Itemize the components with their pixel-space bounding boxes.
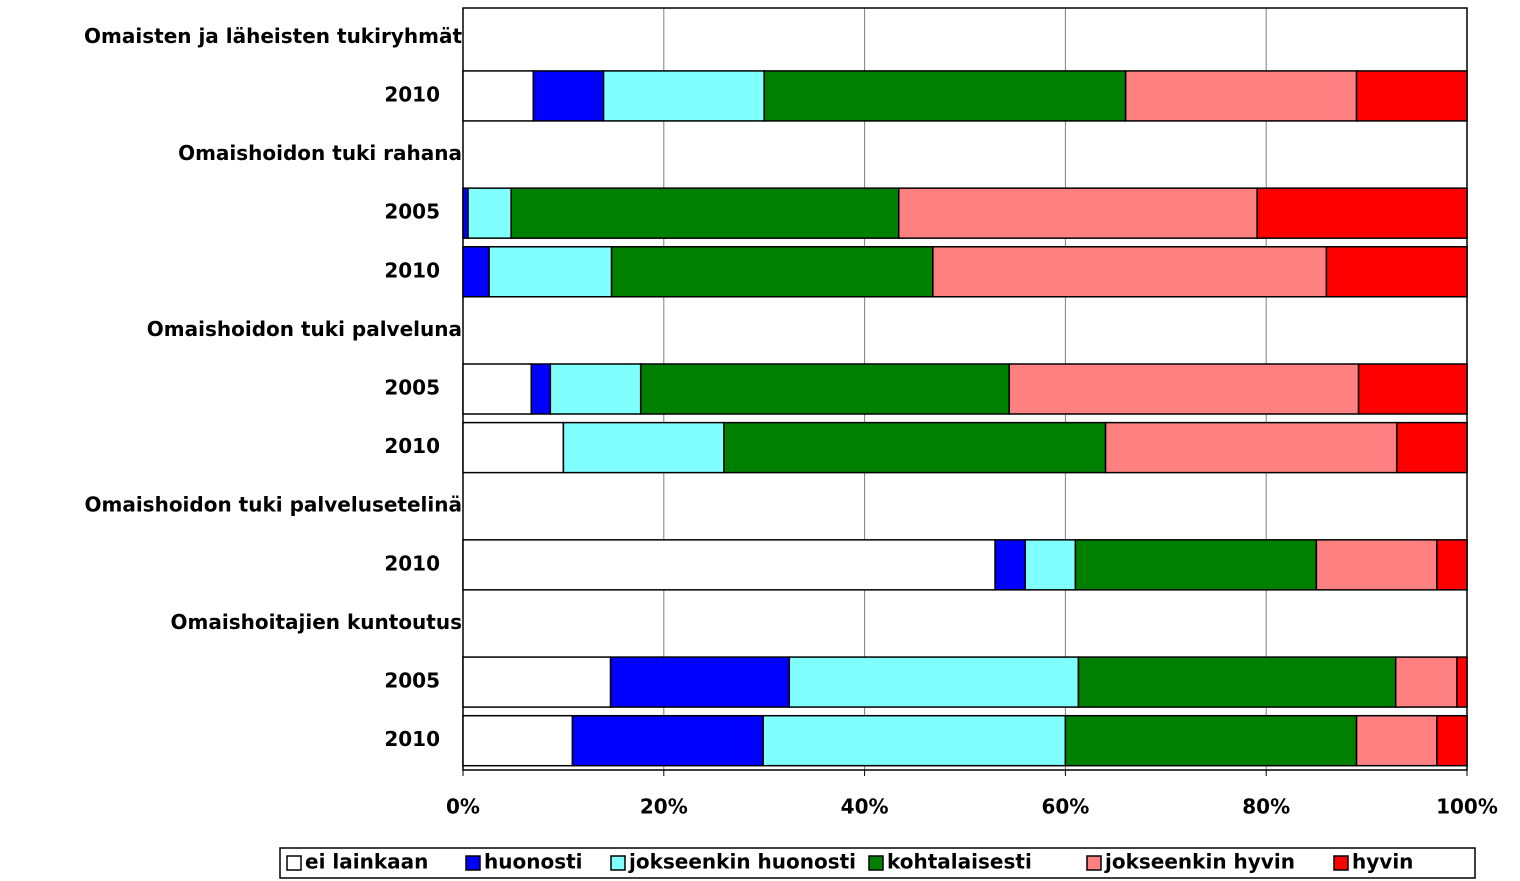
bar-segment	[549, 363, 642, 415]
x-tick-label: 0%	[446, 795, 480, 819]
legend-label: ei lainkaan	[305, 850, 428, 874]
bar-segment	[1395, 421, 1468, 474]
x-tick-label: 20%	[640, 795, 688, 819]
bar-segment	[1355, 70, 1468, 122]
bar-segment	[488, 246, 613, 298]
bar-segment	[462, 421, 565, 474]
group-label: Omaisten ja läheisten tukiryhmät	[84, 24, 462, 48]
bar-segment	[1064, 714, 1358, 767]
bar-segment	[994, 539, 1026, 591]
bar-segment	[462, 187, 469, 239]
bar-segment	[1077, 656, 1397, 708]
y-tick-label: 2010	[384, 258, 440, 282]
bar-segment	[1008, 363, 1360, 415]
x-tick-label: 40%	[841, 795, 889, 819]
bar-segment	[897, 187, 1258, 239]
bar-segment	[1124, 70, 1358, 122]
bar-segment	[763, 70, 1127, 122]
bar-segment	[462, 539, 996, 591]
x-tick-label: 80%	[1242, 795, 1290, 819]
y-tick-label: 2010	[384, 434, 440, 458]
bar-segment	[602, 70, 765, 122]
bar-segment	[1394, 656, 1458, 708]
y-tick-label: 2010	[384, 82, 440, 106]
legend-label: jokseenkin hyvin	[1104, 850, 1295, 874]
legend-label: huonosti	[484, 850, 583, 874]
group-label: Omaishoidon tuki rahana	[178, 141, 462, 165]
bar-segment	[1074, 539, 1318, 591]
group-label: Omaishoidon tuki palvelusetelinä	[84, 493, 462, 517]
bar-segment	[462, 70, 535, 122]
x-tick-label: 100%	[1436, 795, 1498, 819]
group-label: Omaishoidon tuki palveluna	[147, 317, 462, 341]
bar-segment	[1456, 656, 1468, 708]
y-tick-label: 2005	[384, 376, 440, 400]
x-tick-label: 60%	[1041, 795, 1089, 819]
legend-swatch	[286, 855, 302, 871]
y-tick-label: 2005	[384, 200, 440, 224]
bar-segment	[462, 246, 490, 298]
legend-swatch	[1333, 855, 1349, 871]
legend-label: jokseenkin huonosti	[628, 850, 856, 874]
bar-segment	[1315, 539, 1438, 591]
bar-segment	[1104, 421, 1398, 474]
bar-segment	[932, 246, 1328, 298]
bar-segment	[610, 246, 934, 298]
bar-segment	[723, 421, 1107, 474]
bar-segment	[532, 70, 605, 122]
bar-segment	[562, 421, 725, 474]
y-tick-label: 2010	[384, 551, 440, 575]
bar-segment	[1357, 363, 1468, 415]
bar-segment	[467, 187, 512, 239]
legend-swatch	[610, 855, 626, 871]
bar-segment	[1436, 539, 1468, 591]
legend-swatch	[868, 855, 884, 871]
bar-segment	[530, 363, 552, 415]
legend-label: kohtalaisesti	[887, 850, 1032, 874]
bar-segment	[1355, 714, 1438, 767]
bar-segment	[571, 714, 764, 767]
y-tick-label: 2005	[384, 669, 440, 693]
group-label: Omaishoitajien kuntoutus	[171, 610, 462, 634]
bar-segment	[1325, 246, 1468, 298]
legend-swatch	[1086, 855, 1102, 871]
bar-segment	[609, 656, 791, 708]
y-tick-label: 2010	[384, 727, 440, 751]
bar-segment	[762, 714, 1067, 767]
bar-segment	[462, 656, 612, 708]
bar-segment	[1436, 714, 1468, 767]
bar-segment	[639, 363, 1010, 415]
bar-segment	[1024, 539, 1077, 591]
bar-segment	[1256, 187, 1468, 239]
bar-segment	[510, 187, 900, 239]
bar-segment	[462, 363, 533, 415]
legend-label: hyvin	[1352, 850, 1413, 874]
bar-segment	[788, 656, 1080, 708]
legend-swatch	[465, 855, 481, 871]
bar-segment	[462, 714, 574, 767]
